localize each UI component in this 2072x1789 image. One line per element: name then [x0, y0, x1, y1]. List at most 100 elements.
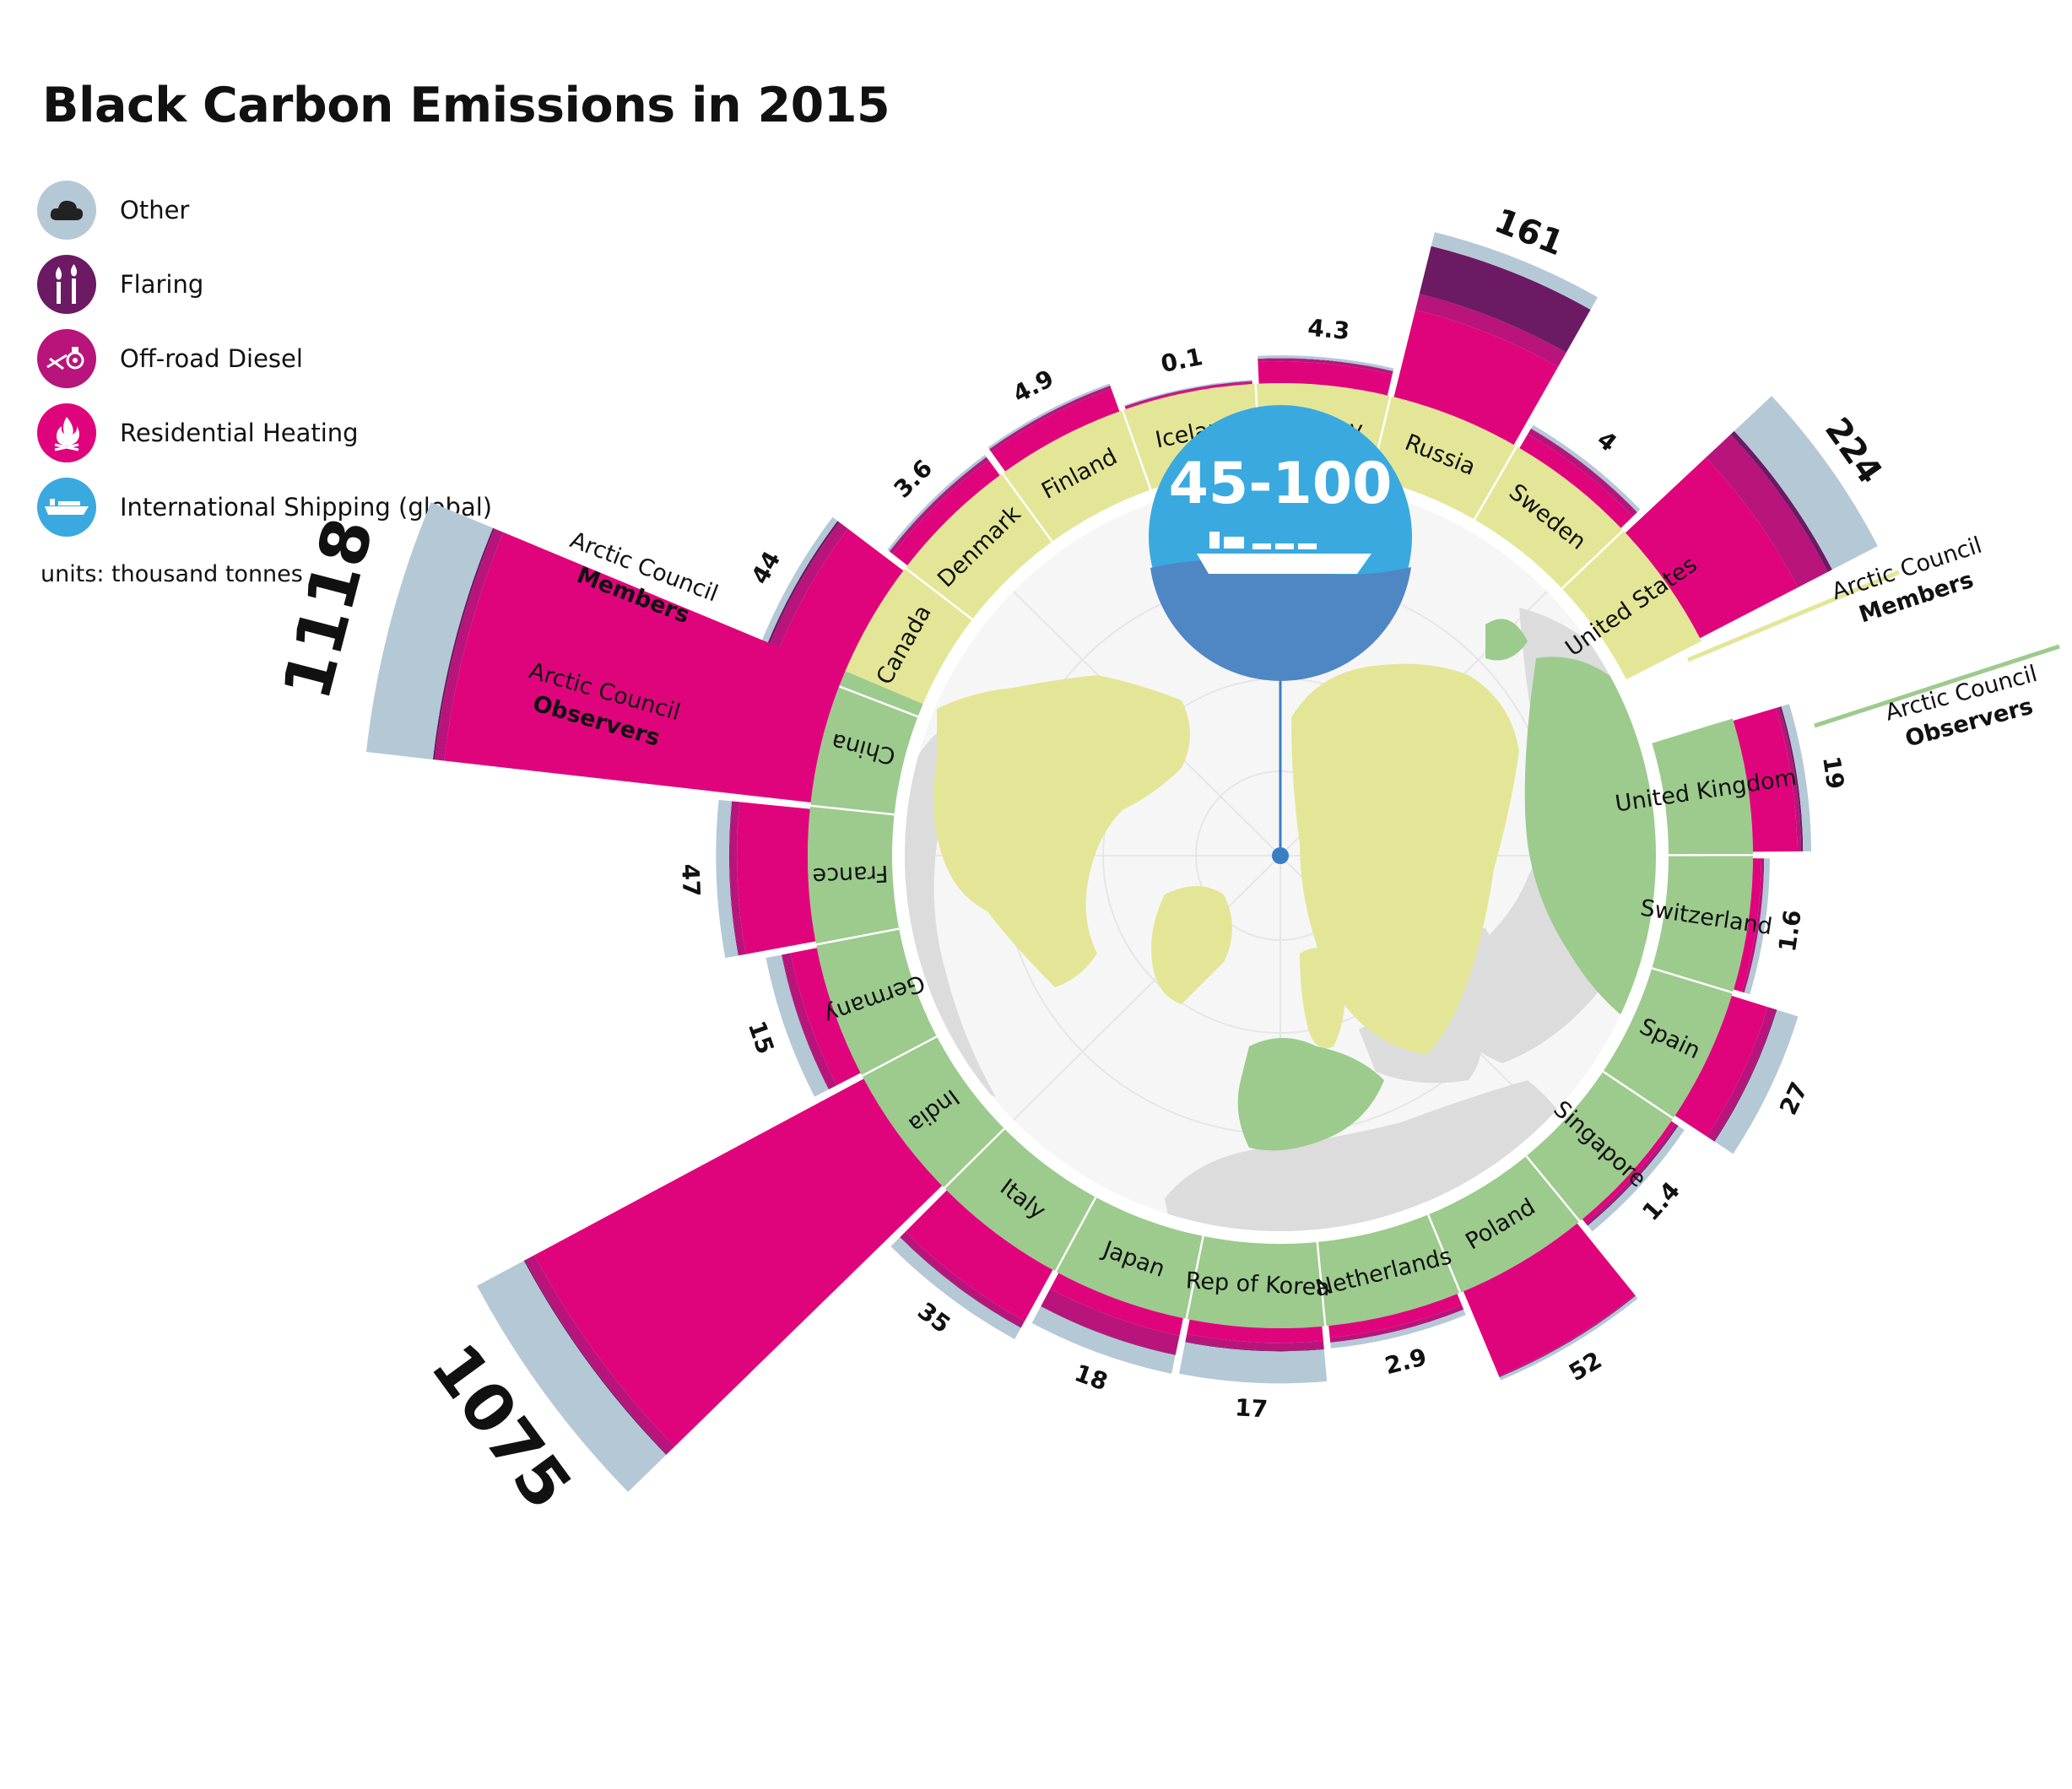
bar-segment-sweden-offroad [1528, 429, 1637, 517]
observers-ring-segment [808, 671, 1754, 1328]
bar-segment-france-residential [737, 802, 816, 954]
legend-label: Other [120, 196, 190, 224]
value-label-germany: 15 [743, 1018, 780, 1058]
bar-segment-germany-residential [790, 948, 861, 1086]
bar-segment-india-other [477, 1260, 667, 1492]
bar-segment-spain-other [1714, 1009, 1799, 1154]
ship-icon [37, 478, 96, 537]
bar-segment-norway-residential [1258, 361, 1393, 396]
bar-segment-finland-offroad [989, 386, 1112, 452]
bar-segment-norway-other [1258, 355, 1394, 371]
land-observers-europe [1237, 1038, 1384, 1151]
bar-segment-china-other [365, 502, 494, 760]
members-ring-segment [839, 383, 1701, 717]
bar-segment-united-kingdom-offroad [1776, 706, 1802, 851]
legend-item-offroad-diesel: Off-road Diesel [37, 322, 492, 396]
arctic-map [905, 480, 1656, 1231]
bar-segment-singapore-offroad [1584, 1123, 1678, 1225]
bar-segment-sweden-other [1531, 424, 1641, 512]
value-label-spain: 27 [1774, 1078, 1813, 1119]
bar-segment-canada-residential [775, 528, 904, 684]
ring-divider [944, 1127, 1005, 1189]
value-label-rep-of-korea: 17 [1234, 1393, 1269, 1423]
land-members-greenland [1151, 886, 1232, 1004]
land-members-scandinavia [1300, 948, 1345, 1049]
bar-segment-poland-other [1499, 1295, 1638, 1381]
bar-segment-france-other [716, 799, 738, 959]
bar-segment-united-states-flaring [1730, 430, 1832, 572]
ring-divider [810, 804, 895, 816]
bar-segment-china-residential [444, 532, 845, 803]
bar-segment-rep-of-korea-other [1179, 1342, 1328, 1384]
ring-divider [1561, 529, 1625, 590]
bar-segment-france-flaring [728, 801, 739, 956]
legend: Other Flaring Off-road Diesel Residentia… [37, 173, 492, 587]
north-pole-dot [1272, 847, 1289, 864]
bar-segment-japan-other [1031, 1306, 1176, 1374]
bar-segment-united-states-offroad [1706, 434, 1828, 588]
bar-segment-italy-residential [905, 1190, 1053, 1321]
legend-item-international-shipping: International Shipping (global) [37, 470, 492, 544]
land-members-north-america [933, 675, 1190, 987]
ring-divider [1121, 409, 1152, 490]
units-note: units: thousand tonnes [41, 561, 303, 587]
bar-segment-russia-offroad [1415, 294, 1566, 367]
value-label-singapore: 1.4 [1637, 1176, 1685, 1226]
bar-segment-switzerland-other [1744, 858, 1771, 995]
shipping-bubble: 45-100 [1149, 405, 1412, 681]
bar-segment-netherlands-residential [1328, 1294, 1462, 1338]
value-label-netherlands: 2.9 [1382, 1343, 1430, 1380]
legend-label: Off-road Diesel [120, 344, 303, 373]
ring-divider [1001, 473, 1053, 543]
tractor-icon [37, 329, 96, 388]
cloud-icon [37, 181, 96, 240]
bar-segment-united-kingdom-residential [1733, 707, 1798, 852]
fire-icon [37, 403, 96, 462]
bar-segment-germany-other [766, 954, 829, 1097]
ring-divider [1185, 1235, 1204, 1320]
bar-segment-japan-offroad [1041, 1289, 1180, 1355]
ship-icon [1197, 532, 1371, 574]
chart-title: Black Carbon Emissions in 2015 [42, 78, 890, 133]
bar-segment-netherlands-other [1330, 1309, 1466, 1349]
ring-divider [838, 685, 919, 718]
legend-item-residential-heating: Residential Heating [37, 396, 492, 470]
bar-segment-russia-flaring [1419, 246, 1591, 353]
value-label-switzerland: 1.6 [1773, 908, 1807, 954]
bar-segment-united-kingdom-other [1781, 704, 1812, 851]
land-observers-japan [1485, 619, 1528, 661]
bar-segment-rep-of-korea-flaring [1185, 1341, 1324, 1352]
country-label-france: France [812, 860, 889, 889]
bar-segment-united-states-residential [1625, 457, 1799, 639]
bar-segment-finland-residential [991, 388, 1120, 472]
value-label-france: 47 [676, 863, 706, 897]
ring-divider [861, 1035, 938, 1078]
bar-segment-rep-of-korea-offroad [1185, 1333, 1324, 1351]
bar-segment-india-offroad [524, 1255, 675, 1454]
bar-segment-india-residential [534, 1078, 943, 1447]
bar-segment-japan-residential [1050, 1273, 1183, 1336]
bar-segment-singapore-residential [1582, 1121, 1675, 1223]
bar-segment-france-offroad [729, 801, 746, 956]
bar-segment-canada-other [757, 516, 838, 654]
land-observers-china [1524, 657, 1656, 1021]
value-label-japan: 18 [1071, 1359, 1112, 1396]
bar-segment-italy-other [890, 1237, 1021, 1339]
value-label-united-kingdom: 19 [1817, 754, 1849, 791]
value-label-china: 1118 [269, 511, 389, 707]
bar-segment-rep-of-korea-residential [1187, 1319, 1323, 1343]
ring-divider [1525, 1155, 1581, 1223]
ring-divider [904, 567, 973, 620]
value-label-norway: 4.3 [1306, 314, 1350, 345]
land-members-russia [1291, 663, 1519, 1055]
legend-item-other: Other [37, 173, 492, 247]
value-label-italy: 35 [912, 1297, 955, 1339]
value-label-iceland: 0.1 [1159, 343, 1205, 378]
ring-divider [1316, 1241, 1327, 1327]
bar-segment-china-offroad [435, 528, 504, 761]
emission-bars [365, 232, 1878, 1492]
bar-segment-sweden-residential [1519, 434, 1633, 528]
value-label-sweden: 4 [1592, 425, 1622, 457]
bar-segment-russia-other [1431, 232, 1598, 310]
bar-segment-finland-other [987, 383, 1111, 450]
